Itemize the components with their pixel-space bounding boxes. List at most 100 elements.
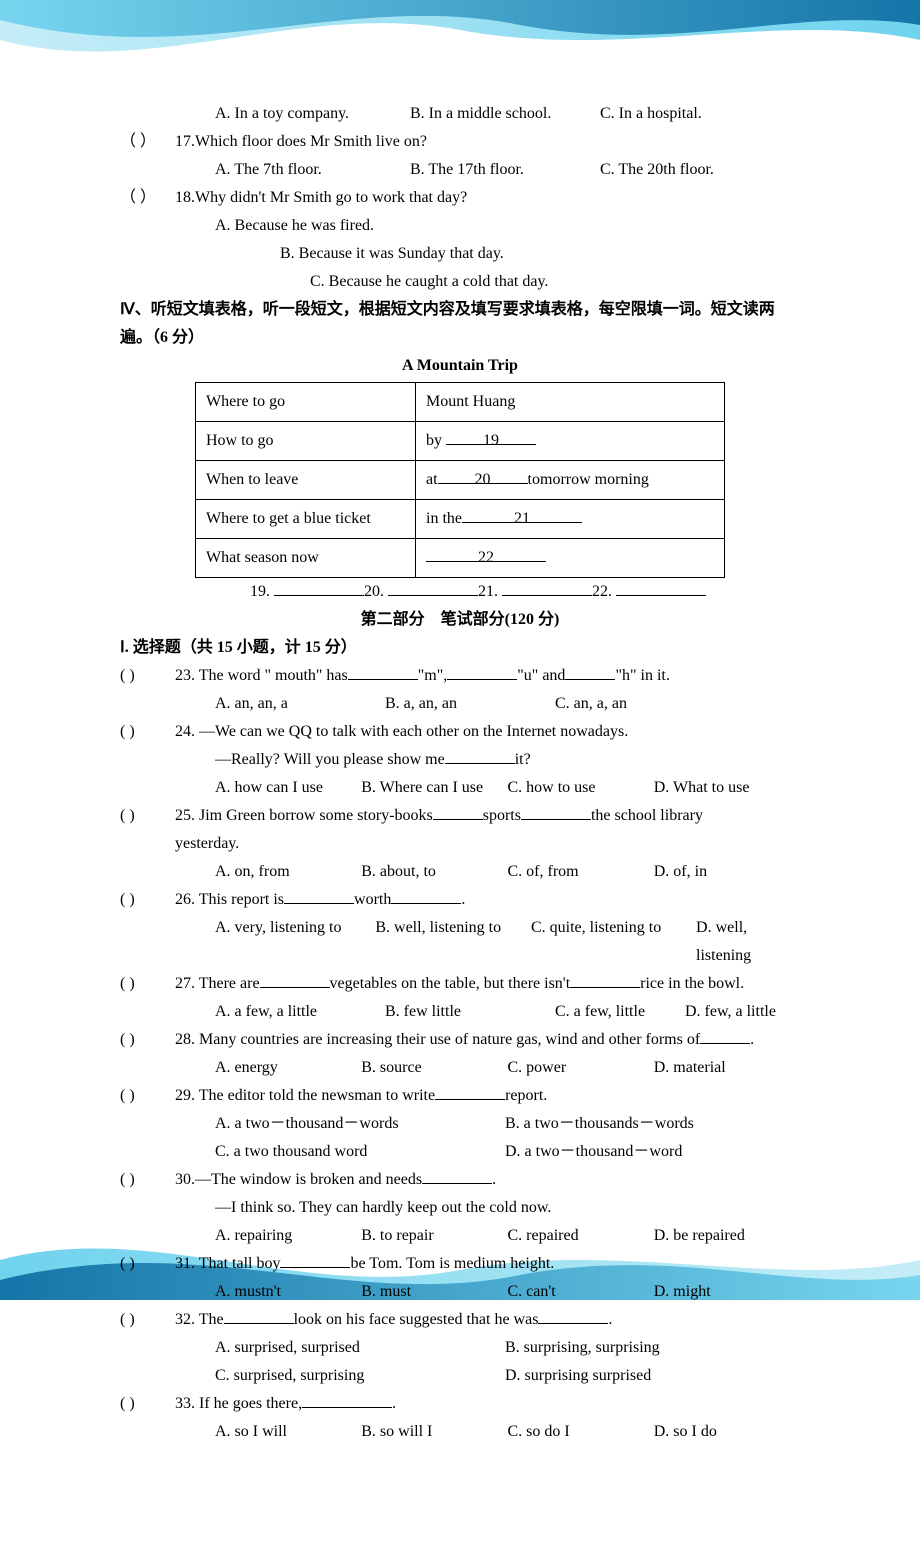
answer-paren[interactable]: ( ): [120, 1306, 175, 1334]
q32-options-row1: A. surprised, surprised B. surprising, s…: [120, 1334, 800, 1362]
q33-opt-d: D. so I do: [654, 1418, 800, 1446]
cell-when-value: at20tomorrow morning: [416, 461, 725, 500]
q32: ( ) 32. Thelook on his face suggested th…: [120, 1306, 800, 1334]
q32-text: 32. Thelook on his face suggested that h…: [175, 1306, 800, 1334]
answer-paren[interactable]: （ ）: [120, 128, 175, 156]
q32-opt-b: B. surprising, surprising: [505, 1334, 795, 1362]
blank-22[interactable]: 22: [426, 544, 546, 562]
blank[interactable]: [700, 1026, 750, 1044]
blank[interactable]: [538, 1306, 608, 1324]
answer-paren[interactable]: ( ): [120, 718, 175, 746]
q28-opt-a: A. energy: [215, 1054, 361, 1082]
q23-text: 23. The word " mouth" has"m","u" and"h" …: [175, 662, 800, 690]
q26-opt-a: A. very, listening to: [215, 914, 375, 970]
q28-options: A. energy B. source C. power D. material: [120, 1054, 800, 1082]
blank[interactable]: [422, 1166, 492, 1184]
answer-paren[interactable]: ( ): [120, 1082, 175, 1110]
cell-how-label: How to go: [196, 422, 416, 461]
q31-opt-b: B. must: [361, 1278, 507, 1306]
q33-text: 33. If he goes there,.: [175, 1390, 800, 1418]
q17: （ ） 17.Which floor does Mr Smith live on…: [120, 128, 800, 156]
t: "m",: [418, 667, 448, 684]
table-title: A Mountain Trip: [120, 352, 800, 380]
answer-paren[interactable]: ( ): [120, 1166, 175, 1194]
blank[interactable]: [260, 970, 330, 988]
trip-table: Where to go Mount Huang How to go by 19 …: [195, 382, 725, 578]
q18-opt-b: B. Because it was Sunday that day.: [120, 240, 800, 268]
blank[interactable]: [447, 662, 517, 680]
q26: ( ) 26. This report isworth.: [120, 886, 800, 914]
q24-opt-b: B. Where can I use: [361, 774, 507, 802]
t: .: [392, 1395, 396, 1412]
blank[interactable]: [284, 886, 354, 904]
blank-21[interactable]: 21: [462, 505, 582, 523]
q29-options-row2: C. a two thousand word D. a two－thousand…: [120, 1138, 800, 1166]
ans-20-blank[interactable]: [388, 578, 478, 596]
blank[interactable]: [565, 662, 615, 680]
blank[interactable]: [391, 886, 461, 904]
q18-text: 18.Why didn't Mr Smith go to work that d…: [175, 184, 800, 212]
q28: ( ) 28. Many countries are increasing th…: [120, 1026, 800, 1054]
blank-num: 22: [478, 549, 494, 566]
ans-20-label: 20.: [364, 583, 384, 600]
q31-opt-d: D. might: [654, 1278, 800, 1306]
text: tomorrow morning: [528, 471, 649, 488]
blank[interactable]: [445, 746, 515, 764]
q27-opt-d: D. few, a little: [685, 998, 776, 1026]
cell-how-value: by 19: [416, 422, 725, 461]
t: 33. If he goes there,: [175, 1395, 302, 1412]
q26-opt-c: C. quite, listening to: [531, 914, 696, 970]
blank-20[interactable]: 20: [438, 466, 528, 484]
answer-paren[interactable]: ( ): [120, 886, 175, 914]
blank[interactable]: [302, 1390, 392, 1408]
t: 31. That tall boy: [175, 1255, 280, 1272]
blank-19[interactable]: 19: [446, 427, 536, 445]
answer-paren[interactable]: ( ): [120, 1026, 175, 1054]
answer-paren[interactable]: ( ): [120, 662, 175, 690]
text: by: [426, 432, 446, 449]
q24-line2: —Really? Will you please show meit?: [120, 746, 800, 774]
blank[interactable]: [435, 1082, 505, 1100]
blank[interactable]: [433, 802, 483, 820]
q26-opt-d: D. well, listening: [696, 914, 800, 970]
q29-opt-b: B. a two－thousands－words: [505, 1110, 795, 1138]
ans-19-blank[interactable]: [274, 578, 364, 596]
q27: ( ) 27. There arevegetables on the table…: [120, 970, 800, 998]
blank[interactable]: [521, 802, 591, 820]
text: at: [426, 471, 438, 488]
t: .: [608, 1311, 612, 1328]
ans-21-blank[interactable]: [502, 578, 592, 596]
q25-opt-d: D. of, in: [654, 858, 800, 886]
q16-opt-a: A. In a toy company.: [215, 100, 410, 128]
answer-paren[interactable]: ( ): [120, 1250, 175, 1278]
blank[interactable]: [224, 1306, 294, 1324]
q26-opt-b: B. well, listening to: [375, 914, 531, 970]
t: vegetables on the table, but there isn't: [330, 975, 571, 992]
q27-options: A. a few, a little B. few little C. a fe…: [120, 998, 800, 1026]
q25-cont: yesterday.: [120, 830, 800, 858]
answer-paren[interactable]: ( ): [120, 1390, 175, 1418]
t: look on his face suggested that he was: [294, 1311, 539, 1328]
q24-options: A. how can I use B. Where can I use C. h…: [120, 774, 800, 802]
cell-season-label: What season now: [196, 539, 416, 578]
q33: ( ) 33. If he goes there,.: [120, 1390, 800, 1418]
table-row: How to go by 19: [196, 422, 725, 461]
cell-season-value: 22: [416, 539, 725, 578]
blank[interactable]: [570, 970, 640, 988]
t: —Really? Will you please show me: [215, 751, 445, 768]
q16-options: A. In a toy company. B. In a middle scho…: [120, 100, 800, 128]
q29-opt-d: D. a two－thousand－word: [505, 1138, 795, 1166]
q30-opt-a: A. repairing: [215, 1222, 361, 1250]
answer-paren[interactable]: ( ): [120, 970, 175, 998]
answer-paren[interactable]: （ ）: [120, 184, 175, 212]
blank[interactable]: [280, 1250, 350, 1268]
blank[interactable]: [348, 662, 418, 680]
q30-line2: —I think so. They can hardly keep out th…: [120, 1194, 800, 1222]
ans-22-blank[interactable]: [616, 578, 706, 596]
q18: （ ） 18.Why didn't Mr Smith go to work th…: [120, 184, 800, 212]
answer-paren[interactable]: ( ): [120, 802, 175, 830]
q30-text: 30.—The window is broken and needs.: [175, 1166, 800, 1194]
t: 23. The word " mouth" has: [175, 667, 348, 684]
q25-options: A. on, from B. about, to C. of, from D. …: [120, 858, 800, 886]
table-row: What season now 22: [196, 539, 725, 578]
